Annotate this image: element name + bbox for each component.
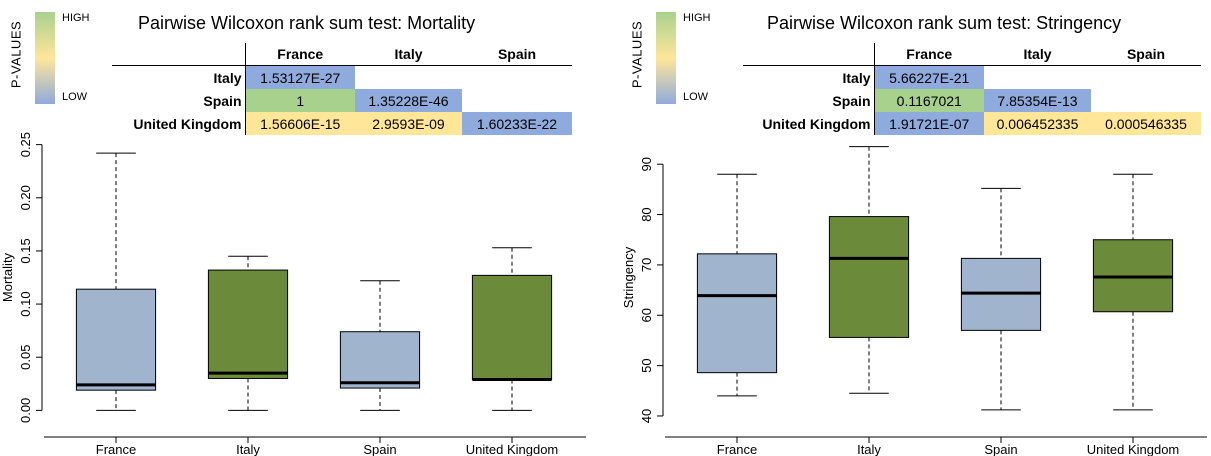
pvalue-cell: 1 <box>245 89 355 112</box>
pvalue-color-legend <box>35 12 55 104</box>
pvalue-cell: 5.66227E-21 <box>874 65 984 89</box>
pvalue-cell <box>462 89 572 112</box>
pvalue-color-legend <box>656 12 676 104</box>
row-header: United Kingdom <box>112 112 246 135</box>
legend-axis-label: P-VALUES <box>8 20 24 89</box>
y-tick-label: 60 <box>639 308 654 322</box>
y-tick-label: 0.15 <box>18 238 33 263</box>
table-header-row: France Italy Spain <box>743 43 1201 66</box>
row-header: Italy <box>743 65 875 89</box>
box-france <box>75 288 157 391</box>
box-italy <box>828 216 910 338</box>
mortality-panel: P-VALUES HIGH LOW Pairwise Wilcoxon rank… <box>0 0 590 456</box>
pvalue-cell: 1.53127E-27 <box>245 65 355 89</box>
box-france <box>696 253 778 374</box>
y-tick-label: 0.00 <box>18 398 33 423</box>
x-tick-label: Spain <box>984 442 1017 456</box>
x-tick-label: United Kingdom <box>1087 442 1180 456</box>
box-italy <box>207 269 289 379</box>
pvalue-cell: 1.60233E-22 <box>462 112 572 135</box>
y-tick-label: 70 <box>639 258 654 272</box>
legend-low-label: LOW <box>683 91 709 103</box>
row-header: Spain <box>743 89 875 112</box>
table-row: Italy 1.53127E-27 <box>112 65 572 89</box>
legend-low-label: LOW <box>62 91 88 103</box>
x-tick-label: Spain <box>363 442 396 456</box>
table-row: Spain 1 1.35228E-46 <box>112 89 572 112</box>
pvalue-cell <box>355 65 462 89</box>
table-row: United Kingdom 1.56606E-15 2.9593E-09 1.… <box>112 112 572 135</box>
pvalue-cell: 2.9593E-09 <box>355 112 462 135</box>
mortality-boxplot: 0.00 0.05 0.10 0.15 0.20 0.25 Mortality France I… <box>0 132 586 456</box>
stringency-boxplot: 40 50 60 70 80 90 Stringency France Italy Spain Un… <box>621 146 1207 456</box>
pairwise-pvalue-table: France Italy Spain Italy 5.66227E-21 Spa… <box>743 43 1201 135</box>
y-axis-title: Stringency <box>621 246 636 308</box>
column-header: Spain <box>497 46 537 62</box>
y-axis-title: Mortality <box>0 252 15 302</box>
legend-high-label: HIGH <box>62 12 90 24</box>
pvalue-cell: 1.56606E-15 <box>245 112 355 135</box>
x-tick-label: France <box>96 442 136 456</box>
table-title: Pairwise Wilcoxon rank sum test: Mortali… <box>138 13 476 33</box>
table-header-row: France Italy Spain <box>112 43 572 66</box>
legend-axis-label: P-VALUES <box>629 20 645 89</box>
x-tick-label: Italy <box>236 442 260 456</box>
pvalue-cell: 0.000546335 <box>1091 112 1201 135</box>
y-tick-label: 40 <box>639 409 654 423</box>
row-header: Spain <box>112 89 246 112</box>
pvalue-cell <box>462 65 572 89</box>
pvalue-cell: 0.006452335 <box>984 112 1091 135</box>
box-spain <box>339 331 421 389</box>
column-header: Italy <box>394 46 423 62</box>
y-tick-label: 90 <box>639 157 654 171</box>
x-tick-label: United Kingdom <box>466 442 559 456</box>
header-corner <box>743 43 874 66</box>
pvalue-cell <box>984 65 1091 89</box>
table-row: Spain 0.1167021 7.85354E-13 <box>743 89 1201 112</box>
box-united-kingdom <box>471 274 553 381</box>
column-header: France <box>873 43 984 66</box>
pvalue-cell: 1.91721E-07 <box>874 112 984 135</box>
column-header: Italy <box>1023 46 1052 62</box>
pvalue-cell: 1.35228E-46 <box>355 89 462 112</box>
x-tick-label: France <box>717 442 757 456</box>
table-row: Italy 5.66227E-21 <box>743 65 1201 89</box>
y-tick-label: 0.25 <box>18 132 33 157</box>
x-tick-label: Italy <box>857 442 881 456</box>
stringency-panel: P-VALUES HIGH LOW Pairwise Wilcoxon rank… <box>621 0 1211 456</box>
header-corner <box>112 43 245 66</box>
y-tick-label: 80 <box>639 207 654 221</box>
pvalue-cell <box>1091 65 1201 89</box>
pairwise-pvalue-table: France Italy Spain Italy 1.53127E-27 Spa… <box>112 43 572 135</box>
y-tick-label: 0.05 <box>18 345 33 370</box>
column-header: France <box>244 43 355 66</box>
y-tick-label: 50 <box>639 358 654 372</box>
legend-high-label: HIGH <box>683 12 711 24</box>
row-header: Italy <box>112 65 246 89</box>
pvalue-cell: 7.85354E-13 <box>984 89 1091 112</box>
y-tick-label: 0.10 <box>18 291 33 316</box>
table-row: United Kingdom 1.91721E-07 0.006452335 0… <box>743 112 1201 135</box>
table-title: Pairwise Wilcoxon rank sum test: Stringe… <box>767 13 1122 33</box>
column-header: Spain <box>1126 46 1166 62</box>
row-header: United Kingdom <box>743 112 875 135</box>
pvalue-cell: 0.1167021 <box>874 89 984 112</box>
y-tick-label: 0.20 <box>18 185 33 210</box>
pvalue-cell <box>1091 89 1201 112</box>
